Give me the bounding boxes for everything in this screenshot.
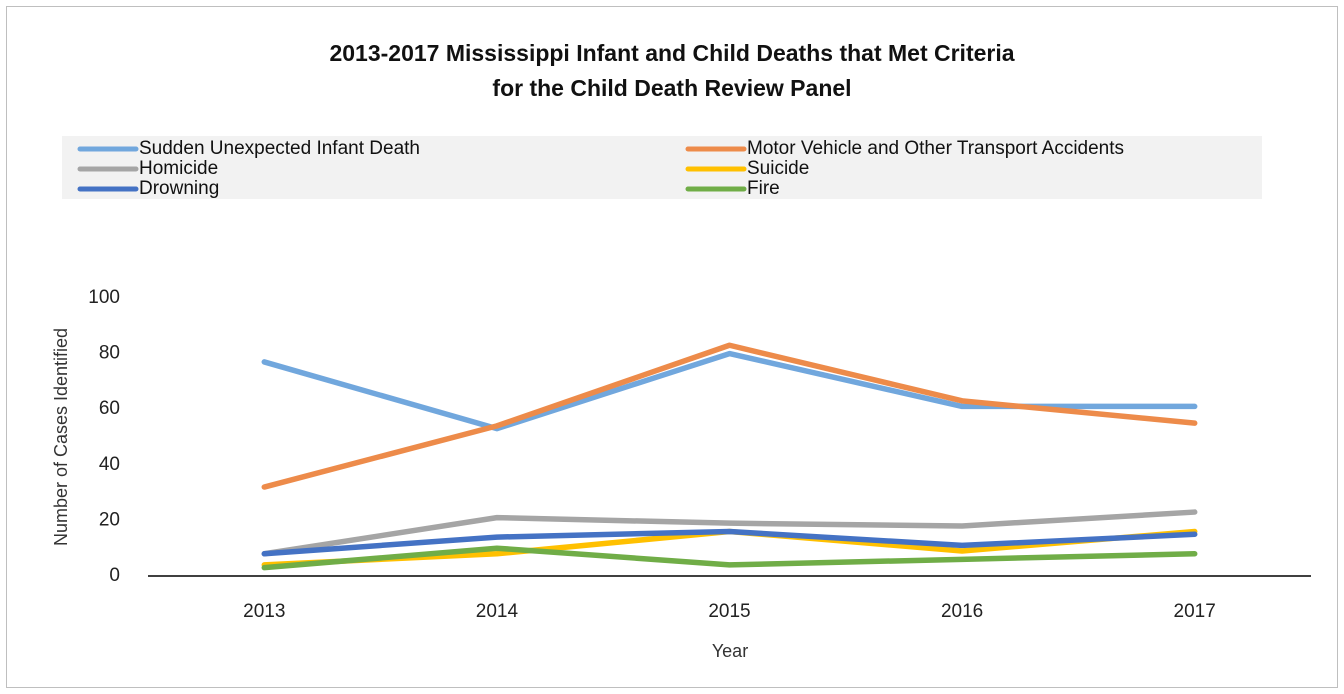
x-tick-label: 2017 — [1174, 601, 1216, 622]
y-tick-label: 100 — [88, 287, 120, 308]
x-tick-label: 2015 — [708, 601, 750, 622]
series-line — [261, 545, 1198, 571]
legend-label: Homicide — [139, 158, 218, 179]
y-tick-label: 0 — [109, 565, 120, 586]
legend-label: Suicide — [747, 158, 809, 179]
legend-label: Motor Vehicle and Other Transport Accide… — [747, 138, 1124, 159]
chart-border — [6, 6, 1338, 688]
y-tick-label: 60 — [99, 398, 120, 419]
legend-label: Sudden Unexpected Infant Death — [139, 138, 420, 159]
y-tick-label: 40 — [99, 454, 120, 475]
legend-label: Drowning — [139, 178, 219, 199]
chart-title: for the Child Death Review Panel — [492, 75, 851, 101]
series-line — [261, 342, 1198, 490]
series-line — [261, 509, 1198, 557]
y-axis-title: Number of Cases Identified — [51, 328, 71, 546]
series-line — [261, 528, 1198, 557]
y-tick-label: 20 — [99, 509, 120, 530]
y-tick-label: 80 — [99, 343, 120, 364]
legend-box — [62, 136, 1262, 199]
legend-label: Fire — [747, 178, 780, 199]
x-axis-title: Year — [712, 641, 748, 661]
chart-title: 2013-2017 Mississippi Infant and Child D… — [329, 40, 1014, 66]
x-tick-label: 2016 — [941, 601, 983, 622]
x-tick-label: 2014 — [476, 601, 519, 622]
x-tick-label: 2013 — [243, 601, 285, 622]
